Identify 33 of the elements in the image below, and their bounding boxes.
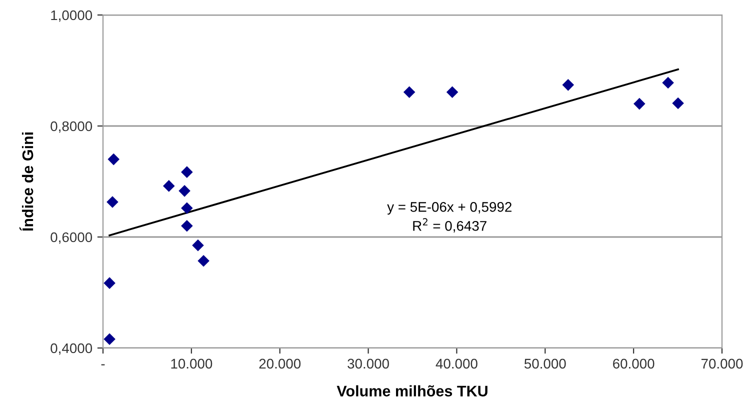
point (178, 185, 190, 197)
point (192, 239, 204, 252)
x-tick-label: 70.000 (701, 358, 743, 369)
point (634, 98, 646, 110)
point (162, 180, 175, 192)
y-tick-label: 1,0000 (51, 10, 92, 22)
point (446, 86, 458, 98)
point (106, 196, 118, 208)
x-axis-title: Volume milhões TKU (336, 385, 488, 396)
point (672, 97, 684, 110)
point (562, 79, 574, 91)
point (403, 86, 416, 98)
y-tick-label: 0,6000 (50, 232, 92, 244)
y-axis-title: Índice de Gini (20, 132, 34, 231)
x-tick-label: 60.000 (613, 358, 654, 369)
y-tick-label: 0,8000 (50, 121, 92, 133)
annotation: R$^{2}$ = 0,6437 (413, 218, 486, 232)
x-tick-label: 40.000 (436, 358, 478, 369)
point (198, 254, 210, 267)
point (104, 333, 116, 346)
x-tick-label: 20.000 (259, 358, 301, 369)
x-tick-label: 30.000 (348, 358, 389, 369)
x-tick-label: - (101, 364, 105, 366)
point (662, 76, 674, 89)
point (181, 166, 193, 178)
annotation: y = 5E-06x + 0,5992 (387, 202, 512, 215)
point (108, 153, 120, 166)
point (104, 277, 116, 289)
point (181, 220, 193, 232)
point (181, 202, 193, 214)
x-tick-label: 10.000 (171, 358, 212, 369)
x-tick-label: 50.000 (524, 358, 566, 369)
y-tick-label: 0,4000 (50, 343, 92, 355)
